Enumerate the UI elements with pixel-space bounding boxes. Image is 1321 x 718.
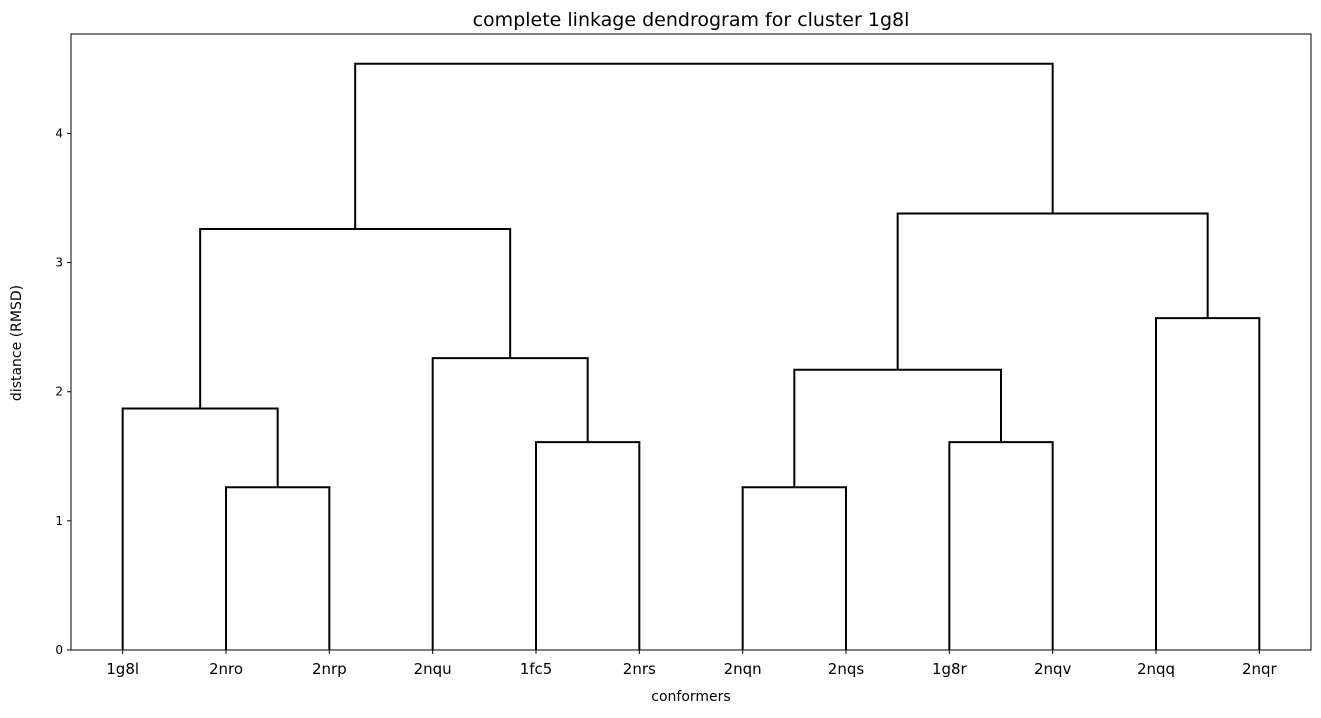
plot-frame xyxy=(70,33,1312,651)
dendrogram-link-10 xyxy=(896,212,1209,370)
x-tick-label-1g8l: 1g8l xyxy=(106,660,139,678)
x-tick-label-2nro: 2nro xyxy=(209,660,243,678)
dendrogram-link-3 xyxy=(535,441,641,650)
dendrogram-link-1 xyxy=(225,486,331,650)
y-tick-label: 1 xyxy=(55,514,63,528)
x-axis-label: conformers xyxy=(651,689,730,705)
y-axis-label: distance (RMSD) xyxy=(9,285,25,401)
y-tick-label: 3 xyxy=(55,256,63,270)
dendrogram-link-6 xyxy=(741,486,847,650)
x-tick-label-2nrp: 2nrp xyxy=(312,660,347,678)
plot-area xyxy=(70,33,1312,651)
x-tick-label-2nqu: 2nqu xyxy=(414,660,452,678)
x-tick-label-2nqv: 2nqv xyxy=(1034,660,1072,678)
y-tick-label: 4 xyxy=(55,126,63,140)
x-tick-label-1fc5: 1fc5 xyxy=(520,660,553,678)
x-tick-label-2nqn: 2nqn xyxy=(724,660,762,678)
x-tick-label-2nrs: 2nrs xyxy=(623,660,656,678)
dendrogram-link-9 xyxy=(1155,317,1261,650)
dendrogram-link-5 xyxy=(199,228,512,409)
y-axis: 0 1 2 3 4 xyxy=(55,126,71,657)
chart-title: complete linkage dendrogram for cluster … xyxy=(473,9,910,31)
dendrogram-link-11 xyxy=(354,62,1054,230)
x-tick-label-2nqr: 2nqr xyxy=(1242,660,1278,678)
dendrogram-link-4 xyxy=(431,357,589,650)
x-axis: 1g8l 2nro 2nrp 2nqu 1fc5 2nrs 2nqn 2nqs 1g8r 2nqv… xyxy=(106,650,1278,678)
dendrogram-link-7 xyxy=(948,441,1054,650)
y-tick-label: 0 xyxy=(55,643,63,657)
x-tick-label-2nqq: 2nqq xyxy=(1137,660,1175,678)
y-tick-label: 2 xyxy=(55,385,63,399)
x-tick-label-1g8r: 1g8r xyxy=(932,660,968,678)
x-tick-label-2nqs: 2nqs xyxy=(828,660,865,678)
dendrogram-link-8 xyxy=(793,368,1002,488)
dendrogram-link-2 xyxy=(121,407,279,650)
